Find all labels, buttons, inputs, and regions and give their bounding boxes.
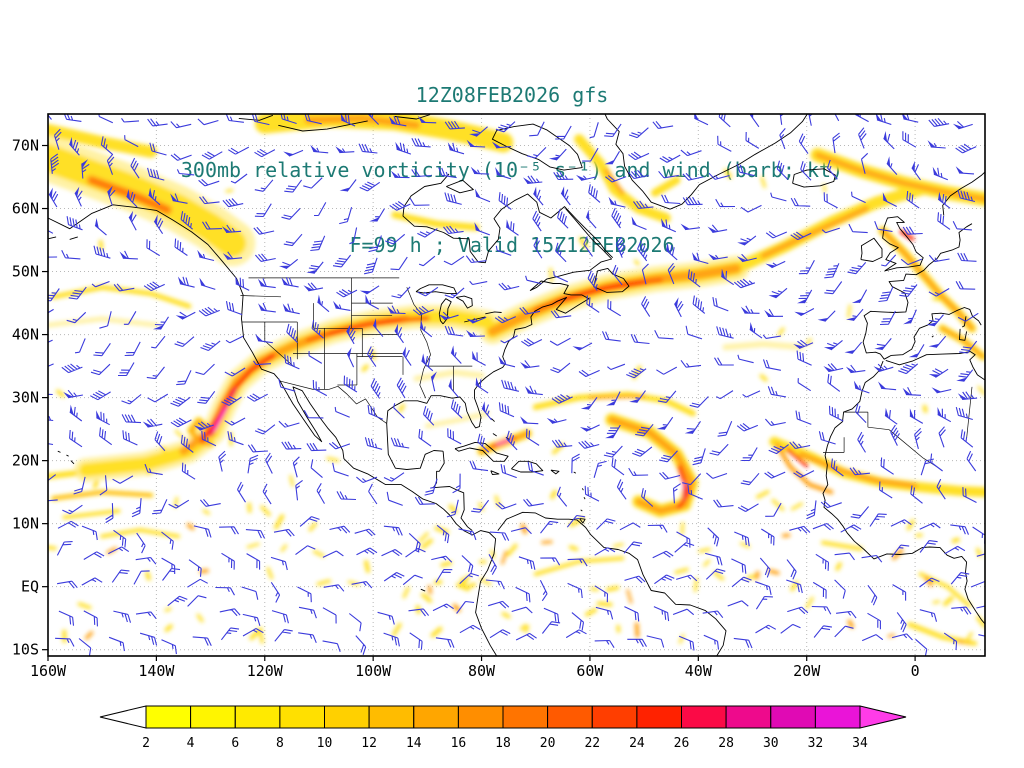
y-axis-label: 40N: [12, 326, 39, 344]
colorbar-label: 22: [584, 736, 600, 751]
colorbar-label: 14: [406, 736, 422, 751]
colorbar-right-arrow: [859, 705, 907, 729]
colorbar-segment: [681, 705, 727, 729]
colorbar-label: 2: [142, 736, 150, 751]
x-axis-labels: 160W 140W 120W 100W 80W 60W 40W 20W 0: [30, 656, 920, 680]
colorbar-labels: 2 4 6 8 10 12 14 16 18 20 22 24 26 28 30 32 34: [142, 736, 868, 751]
coastline-layer: [48, 114, 985, 656]
colorbar-label: 24: [629, 736, 645, 751]
colorbar-segment: [324, 705, 370, 729]
colorbar-segment: [591, 705, 638, 729]
x-axis-label: 80W: [468, 662, 496, 680]
colorbar-label: 18: [495, 736, 511, 751]
y-axis-labels: 70N 60N 50N 40N 30N 20N 10N EQ 10S: [12, 137, 48, 659]
colorbar-label: 26: [674, 736, 690, 751]
x-axis-label: 0: [911, 662, 920, 680]
y-axis-label: 70N: [12, 137, 39, 155]
colorbar-segment: [457, 705, 504, 729]
colorbar-segment: [234, 705, 281, 729]
colorbar-segment: [636, 705, 683, 729]
colorbar-segment: [502, 705, 549, 729]
colorbar-label: 8: [276, 736, 284, 751]
x-axis-label: 140W: [138, 662, 175, 680]
x-axis-label: 160W: [30, 662, 67, 680]
colorbar-segment: [279, 705, 325, 729]
colorbar-segments: [145, 705, 861, 729]
colorbar-label: 28: [718, 736, 734, 751]
chart-title-init: 12Z08FEB2026 gfs: [415, 83, 609, 107]
x-axis-label: 120W: [247, 662, 284, 680]
colorbar-segment: [770, 705, 816, 729]
colorbar-label: 32: [808, 736, 824, 751]
y-axis-label: 20N: [12, 452, 39, 470]
colorbar-label: 10: [317, 736, 333, 751]
colorbar-segment: [725, 705, 772, 729]
colorbar-segment: [368, 705, 415, 729]
x-axis-label: 40W: [685, 662, 713, 680]
y-axis-label: 60N: [12, 200, 39, 218]
colorbar-segment: [145, 705, 192, 729]
y-axis-label: 30N: [12, 389, 39, 407]
borders-layer: [240, 277, 973, 467]
y-axis-label: EQ: [21, 578, 39, 596]
colorbar-label: 16: [451, 736, 467, 751]
colorbar-label: 12: [361, 736, 377, 751]
vorticity-shading-layer: [48, 114, 985, 646]
colorbar-segment: [547, 705, 593, 729]
colorbar-label: 6: [231, 736, 239, 751]
wind-barbs-layer: [48, 114, 985, 656]
colorbar-left-arrow: [99, 705, 147, 729]
colorbar-label: 20: [540, 736, 556, 751]
colorbar-label: 34: [852, 736, 868, 751]
colorbar-label: 4: [187, 736, 195, 751]
x-axis-label: 100W: [355, 662, 392, 680]
colorbar-segment: [190, 705, 236, 729]
colorbar: 2 4 6 8 10 12 14 16 18 20 22 24 26 28 30 32 34: [99, 705, 907, 751]
x-axis-label: 60W: [576, 662, 604, 680]
x-axis-label: 20W: [793, 662, 821, 680]
y-axis-label: 10S: [12, 641, 39, 659]
y-axis-label: 10N: [12, 515, 39, 533]
colorbar-label: 30: [763, 736, 779, 751]
colorbar-segment: [413, 705, 459, 729]
map-frame: [47, 113, 986, 657]
colorbar-segment: [814, 705, 861, 729]
y-axis-label: 50N: [12, 263, 39, 281]
